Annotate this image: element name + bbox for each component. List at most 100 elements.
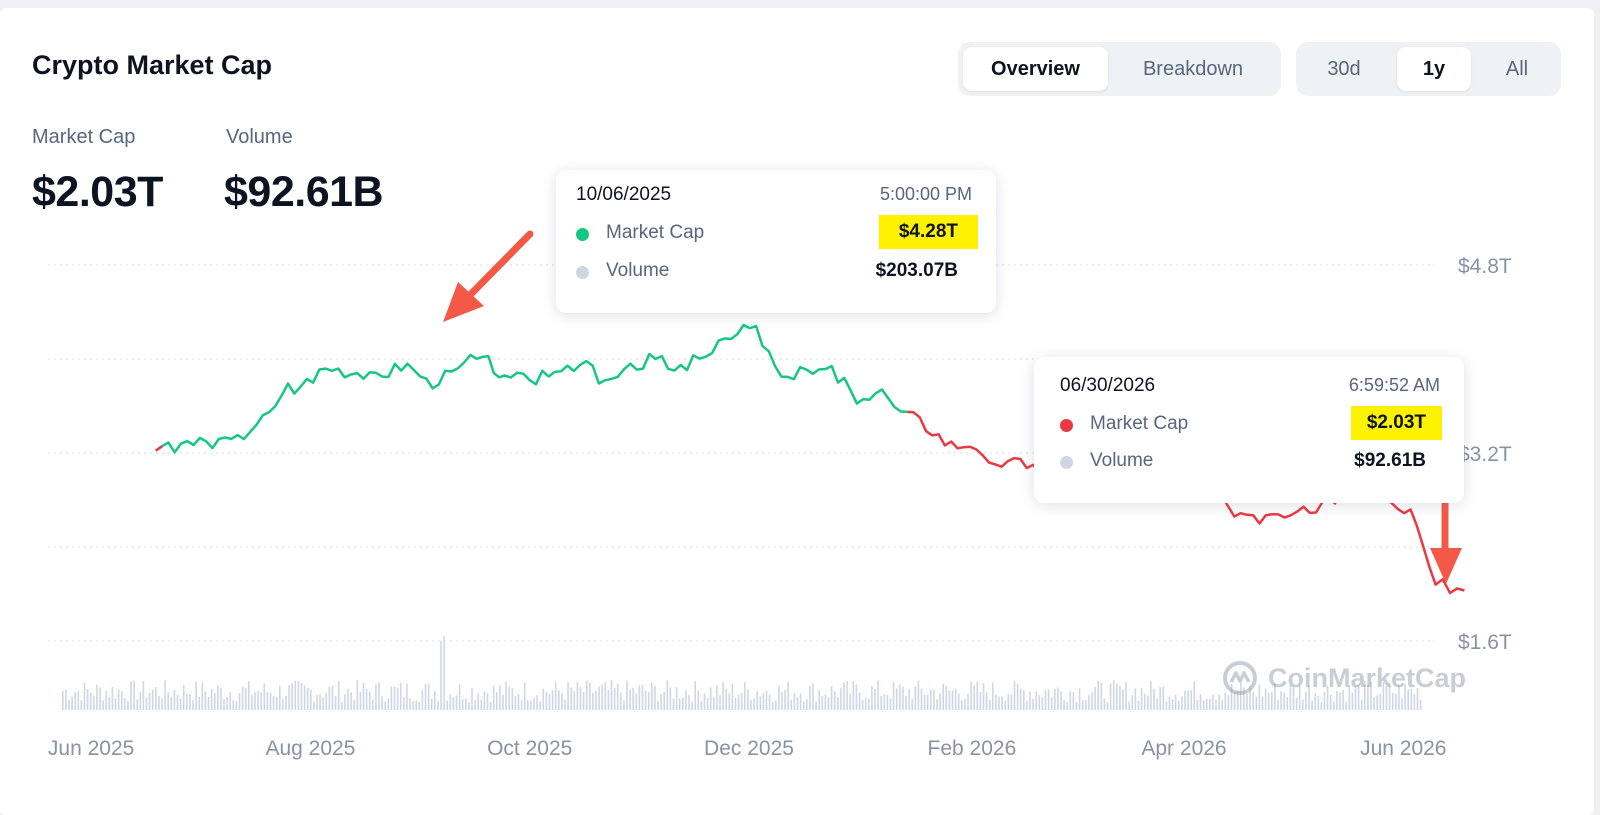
volume-bar — [1171, 699, 1174, 710]
volume-bar — [1178, 700, 1180, 710]
volume-bar — [995, 694, 997, 710]
volume-bar — [1007, 694, 1010, 710]
volume-bar — [266, 692, 269, 710]
y-tick-label: $3.2T — [1458, 443, 1512, 466]
volume-bar — [1249, 685, 1251, 710]
volume-bar — [1106, 701, 1109, 710]
volume-bar — [709, 687, 712, 710]
volume-bar — [297, 681, 300, 710]
volume-bar — [545, 692, 548, 710]
tooltip-peak-date: 10/06/2025 — [576, 184, 672, 205]
volume-bar — [217, 685, 219, 710]
volume-bar — [1243, 687, 1245, 710]
volume-bar — [1143, 693, 1146, 710]
volume-bar — [1209, 698, 1211, 710]
volume-bar — [573, 691, 576, 710]
tooltip-latest-date: 06/30/2026 — [1060, 375, 1156, 396]
volume-bar — [1010, 694, 1013, 710]
volume-bar — [923, 694, 926, 710]
volume-bar — [688, 695, 690, 710]
volume-bar — [443, 636, 445, 710]
volume-bar — [849, 693, 851, 710]
volume-bar — [533, 697, 535, 710]
volume-bar — [976, 681, 979, 710]
volume-dot-icon — [1060, 456, 1073, 469]
volume-bar — [1081, 699, 1084, 710]
volume-bar — [716, 685, 718, 710]
volume-bar — [316, 694, 318, 710]
volume-bar — [796, 697, 799, 710]
tab-breakdown[interactable]: Breakdown — [1142, 57, 1244, 80]
volume-bar — [998, 696, 1000, 710]
range-30d[interactable]: 30d — [1327, 57, 1361, 80]
volume-bar — [1357, 685, 1360, 710]
volume-bar — [1227, 695, 1230, 710]
volume-bar — [905, 695, 907, 710]
volume-bar — [1267, 692, 1270, 710]
volume-bar — [1109, 683, 1112, 710]
volume-bar — [700, 701, 703, 710]
volume-bar — [331, 685, 334, 710]
volume-bar — [988, 700, 991, 710]
volume-bar — [1404, 684, 1406, 710]
volume-bar — [1190, 690, 1192, 710]
volume-bar — [1218, 694, 1220, 710]
volume-bar — [96, 684, 98, 710]
volume-bar — [920, 688, 923, 710]
volume-bar — [1379, 693, 1382, 710]
volume-bar — [765, 690, 768, 710]
volume-bar — [762, 693, 765, 710]
volume-bar — [663, 691, 665, 710]
tab-overview[interactable]: Overview — [963, 47, 1108, 91]
volume-bar — [1342, 689, 1344, 710]
volume-bar — [1202, 700, 1205, 710]
volume-bar — [430, 698, 433, 710]
volume-bar — [365, 689, 368, 710]
volume-bar — [589, 682, 591, 710]
volume-bar — [886, 694, 889, 710]
volume-bar — [979, 692, 982, 710]
volume-bar — [198, 696, 200, 710]
coinmarketcap-watermark: CoinMarketCap — [1222, 660, 1466, 696]
volume-bar — [322, 697, 324, 710]
volume-bar — [1333, 701, 1335, 710]
volume-bar — [1326, 686, 1329, 710]
volume-bar — [1162, 686, 1165, 710]
volume-bar — [579, 687, 582, 710]
volume-bar — [1308, 685, 1310, 710]
volume-bar — [728, 693, 731, 710]
volume-bar — [647, 692, 650, 710]
volume-bar — [496, 692, 498, 710]
volume-bar — [576, 682, 579, 710]
volume-bar — [279, 685, 281, 710]
volume-bar — [1373, 696, 1375, 710]
volume-bar — [341, 701, 343, 710]
volume-bar — [452, 696, 455, 710]
volume-bar — [694, 680, 696, 710]
volume-bar — [824, 694, 827, 710]
range-1y[interactable]: 1y — [1397, 47, 1471, 91]
volume-bar — [1376, 695, 1378, 710]
volume-bar — [564, 699, 566, 710]
volume-bar — [375, 684, 377, 710]
volume-bar — [1419, 699, 1422, 710]
volume-bar — [1125, 681, 1127, 710]
volume-value: $92.61B — [224, 168, 384, 216]
volume-bar — [350, 692, 352, 710]
volume-bar — [1311, 700, 1313, 710]
volume-bar — [1044, 690, 1047, 710]
volume-bar — [1283, 692, 1285, 710]
volume-bar — [1153, 688, 1155, 710]
volume-bar — [263, 683, 266, 710]
volume-bar — [1026, 700, 1028, 710]
volume-bar — [1035, 691, 1037, 710]
volume-bar — [592, 692, 594, 710]
volume-bar — [706, 697, 709, 710]
volume-bar — [492, 685, 495, 710]
volume-bar — [601, 684, 603, 710]
volume-bar — [843, 682, 845, 710]
volume-bar — [127, 700, 129, 710]
market-cap-line-start — [155, 445, 163, 452]
range-all[interactable]: All — [1505, 57, 1529, 80]
